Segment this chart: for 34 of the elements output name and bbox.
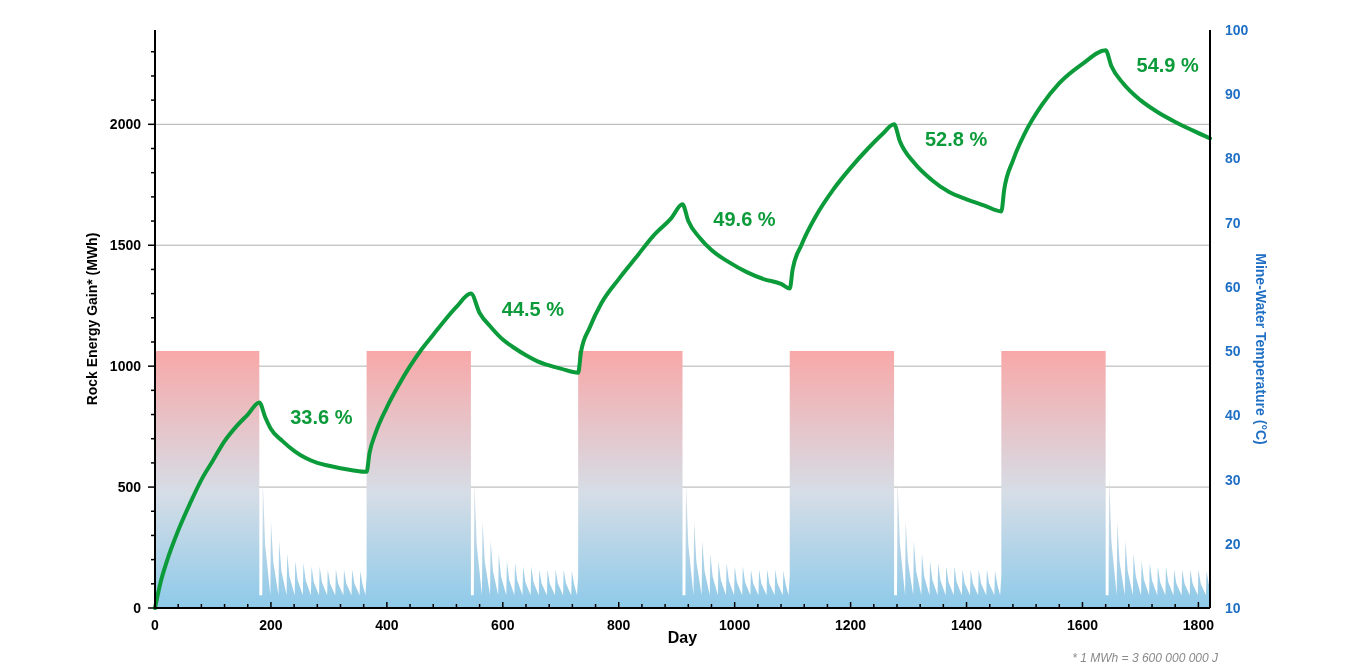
x-axis-title: Day <box>667 629 698 646</box>
y-tick-label: 1000 <box>109 358 142 375</box>
y-tick-label: 1500 <box>109 237 142 254</box>
y2-tick-label: 30 <box>1225 471 1241 488</box>
annotation: 33.6 % <box>290 406 353 429</box>
x-tick-label: 400 <box>375 617 399 633</box>
x-tick-label: 1800 <box>1182 617 1215 633</box>
y2-axis-title: Mine-Water Temperature (°C) <box>1253 253 1269 445</box>
y2-tick-label: 20 <box>1225 535 1241 552</box>
y-tick-label: 0 <box>133 600 142 616</box>
y2-tick-label: 50 <box>1225 343 1241 360</box>
y2-tick-label: 100 <box>1225 22 1249 38</box>
x-tick-label: 1200 <box>835 617 867 633</box>
annotation: 54.9 % <box>1136 54 1200 77</box>
y-tick-label: 500 <box>117 479 142 496</box>
y2-tick-label: 60 <box>1225 278 1241 295</box>
y-tick-label: 2000 <box>109 116 142 133</box>
y2-tick-label: 40 <box>1225 407 1241 424</box>
y-axis-title: Rock Energy Gain* (MWh) <box>84 232 100 406</box>
y2-tick-label: 80 <box>1225 150 1241 167</box>
y2-tick-label: 90 <box>1225 86 1241 103</box>
x-tick-label: 600 <box>491 617 515 633</box>
x-tick-label: 200 <box>259 617 283 633</box>
x-tick-label: 1400 <box>950 617 983 633</box>
y2-tick-label: 70 <box>1225 214 1241 231</box>
y2-tick-label: 10 <box>1225 600 1241 616</box>
text: * 1 MWh = 3 600 000 000 J <box>1072 651 1219 665</box>
annotation: 52.8 % <box>924 128 988 151</box>
x-tick-label: 0 <box>151 617 160 633</box>
x-tick-label: 800 <box>607 617 631 633</box>
x-tick-label: 1600 <box>1066 617 1099 633</box>
x-tick-label: 1000 <box>719 617 751 633</box>
annotation: 49.6 % <box>713 208 776 231</box>
annotation: 44.5 % <box>501 297 565 320</box>
